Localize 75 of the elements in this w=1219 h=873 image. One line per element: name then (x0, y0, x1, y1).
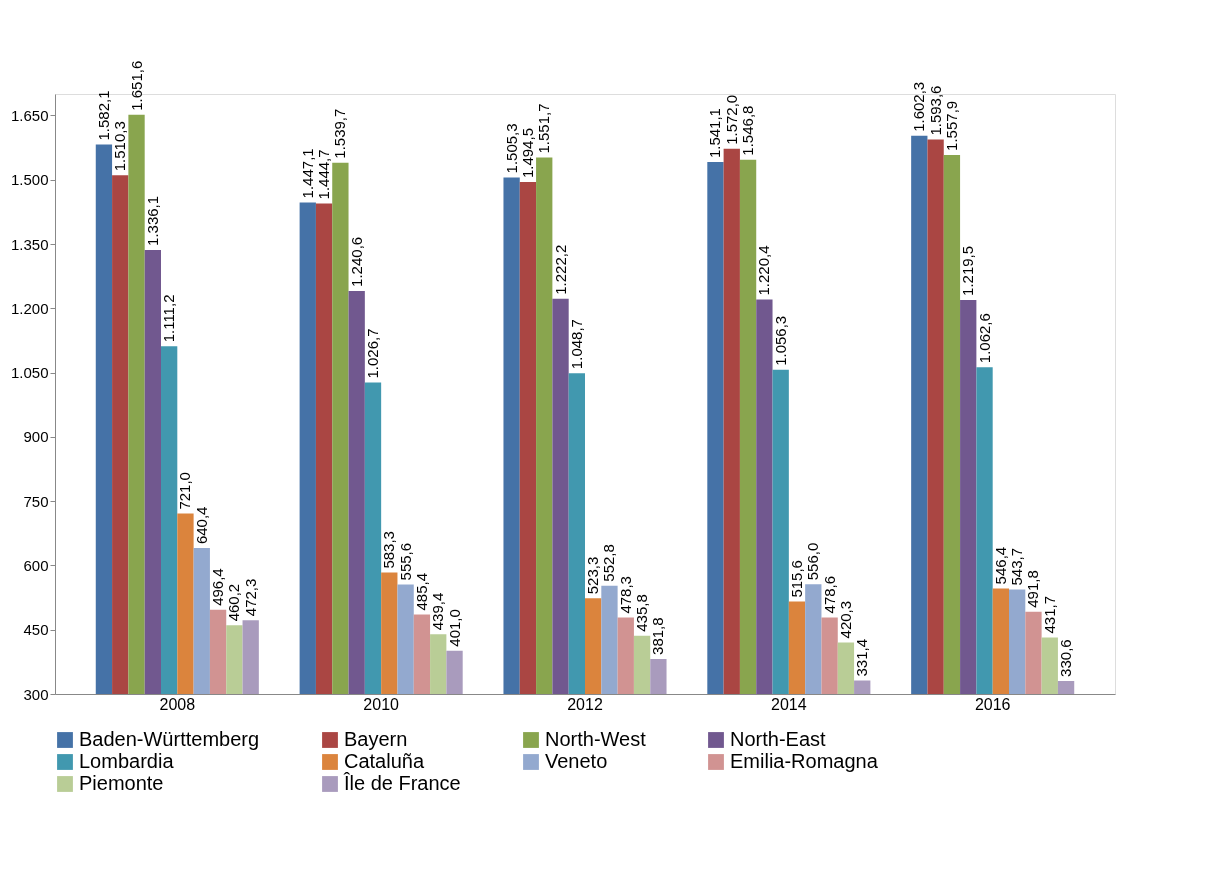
data-label: 401,0 (445, 609, 463, 647)
y-tick-label: 1.200 (10, 299, 49, 317)
y-tick-label: 1.050 (10, 364, 49, 382)
data-label: 1.494,5 (518, 128, 536, 179)
legend-label: North-West (545, 728, 647, 750)
legend-label: North-East (730, 728, 827, 750)
data-label: 420,3 (836, 600, 854, 639)
data-label: 478,3 (616, 576, 634, 614)
legend-label: Baden-Württemberg (79, 728, 260, 750)
data-label: 435,8 (633, 594, 651, 632)
data-label: 515,6 (788, 560, 805, 598)
data-label: 1.220,4 (755, 245, 773, 296)
x-tick-label: 2012 (567, 695, 603, 713)
data-label: 1.056,3 (771, 315, 789, 366)
data-label: 1.505,3 (502, 123, 520, 174)
data-label: 1.062,6 (975, 313, 993, 364)
data-label: 1.593,6 (926, 85, 944, 136)
data-label: 1.240,6 (347, 236, 365, 287)
data-label: 1.219,5 (959, 245, 977, 296)
data-label: 496,4 (209, 568, 227, 606)
data-label: 431,7 (1040, 596, 1058, 634)
data-label: 1.582,1 (94, 90, 112, 141)
data-label: 439,4 (429, 592, 447, 631)
y-tick-label: 900 (23, 428, 49, 446)
y-tick-label: 1.350 (10, 235, 49, 253)
data-label: 460,2 (225, 583, 243, 622)
y-tick-label: 750 (23, 492, 49, 510)
data-label: 721,0 (176, 472, 194, 510)
data-label: 1.026,7 (364, 328, 381, 379)
data-label: 556,0 (804, 542, 822, 581)
data-label: 1.510,3 (111, 121, 129, 172)
legend-label: Cataluña (344, 750, 425, 772)
legend-label: Piemonte (79, 772, 164, 794)
data-label: 1.539,7 (331, 108, 349, 159)
y-tick-label: 450 (23, 621, 49, 639)
legend-label: Bayern (344, 728, 408, 750)
data-label: 1.447,1 (298, 148, 316, 199)
data-label: 331,4 (853, 639, 871, 677)
x-tick-label: 2010 (363, 695, 400, 713)
data-label: 491,8 (1024, 570, 1042, 608)
data-label: 381,8 (649, 617, 667, 655)
data-label: 1.546,8 (739, 105, 757, 156)
data-label: 1.222,2 (551, 244, 569, 295)
data-label: 555,6 (396, 542, 414, 581)
y-tick-label: 300 (23, 685, 49, 703)
data-label: 1.602,3 (910, 81, 928, 132)
data-label: 1.111,2 (160, 294, 178, 343)
data-label: 1.541,1 (706, 108, 724, 159)
data-label: 485,4 (412, 573, 430, 611)
y-tick-label: 600 (23, 556, 49, 574)
legend-label: Lombardia (79, 750, 175, 772)
data-label: 640,4 (192, 506, 210, 545)
data-label: 1.336,1 (143, 195, 161, 246)
x-tick-label: 2008 (159, 695, 196, 713)
data-label: 1.651,6 (127, 60, 145, 111)
data-label: 1.551,7 (535, 103, 553, 154)
data-label: 546,4 (991, 546, 1009, 585)
data-label: 1.572,0 (722, 94, 740, 145)
y-tick-label: 1.500 (10, 171, 49, 189)
x-tick-label: 2016 (974, 695, 1011, 713)
data-label: 552,8 (600, 544, 618, 582)
y-tick-label: 1.650 (10, 106, 49, 124)
data-label: 478,6 (820, 575, 838, 614)
data-label: 1.557,9 (942, 100, 960, 151)
legend-label: Île de France (343, 772, 461, 794)
x-tick-label: 2014 (771, 695, 807, 713)
data-label: 1.444,7 (315, 149, 333, 200)
legend-label: Emilia-Romagna (730, 750, 879, 772)
data-label: 1.048,7 (567, 319, 585, 370)
data-label: 330,6 (1057, 639, 1075, 677)
data-label: 543,7 (1008, 548, 1026, 586)
data-label: 472,3 (241, 578, 259, 617)
legend-label: Veneto (545, 750, 608, 772)
data-label: 583,3 (380, 531, 398, 569)
data-label: 523,3 (584, 556, 602, 595)
